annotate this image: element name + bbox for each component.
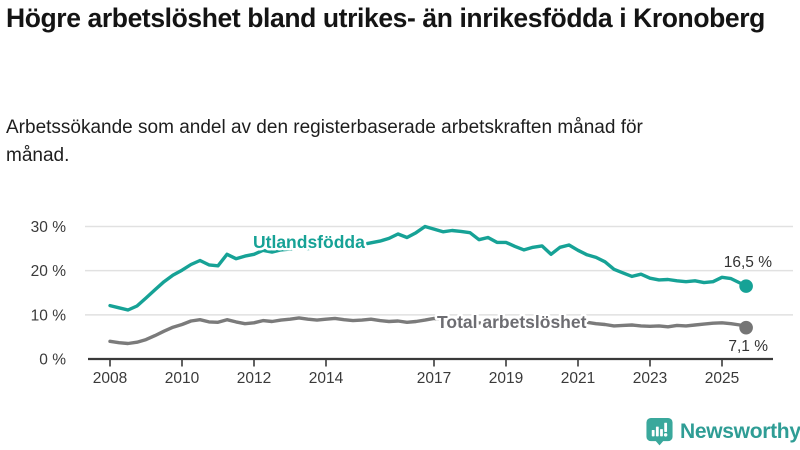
end-value-label-total-arbetsloshet: 7,1 % (728, 338, 768, 355)
series-label-total-arbetsloshet: Total arbetslöshet (437, 312, 587, 332)
series-end-dot-total-arbetsloshet (739, 320, 753, 335)
x-tick-label: 2012 (237, 370, 271, 387)
newsworthy-wordmark: Newsworthy (680, 419, 800, 443)
series-end-dot-utlandsfodda (739, 279, 753, 293)
chart-subtitle: Arbetssökande som andel av den registerb… (6, 117, 643, 166)
series-line-total-arbetsloshet (108, 316, 748, 346)
chart-title: Högre arbetslöshet bland utrikes- än inr… (6, 3, 765, 33)
x-tick-label: 2023 (633, 370, 667, 387)
end-value-label-utlandsfodda: 16,5 % (724, 254, 772, 271)
y-tick-label: 0 % (39, 352, 66, 369)
x-tick-label: 2010 (165, 370, 200, 387)
newsworthy-logo[interactable]: Newsworthy (645, 416, 800, 447)
x-tick-label: 2019 (489, 370, 523, 387)
chart-area: 0 % 10 % 20 % 30 % 2008 2010 2012 2014 2017 2019 2… (0, 200, 800, 400)
x-tick-label: 2025 (705, 370, 739, 387)
newsworthy-icon (646, 417, 673, 446)
y-tick-label: 20 % (31, 263, 67, 280)
x-tick-label: 2017 (417, 370, 451, 387)
x-tick-label: 2008 (93, 370, 127, 387)
series-label-utlandsfodda: Utlandsfödda (253, 232, 365, 252)
unemployment-line-chart: 0 % 10 % 20 % 30 % 2008 2010 2012 2014 2017 2019 2… (31, 219, 793, 387)
y-tick-label: 10 % (31, 307, 67, 324)
x-tick-label: 2021 (561, 370, 595, 387)
x-tick-label: 2014 (309, 370, 344, 387)
y-tick-label: 30 % (31, 219, 67, 236)
series-line-utlandsfodda (108, 224, 748, 312)
